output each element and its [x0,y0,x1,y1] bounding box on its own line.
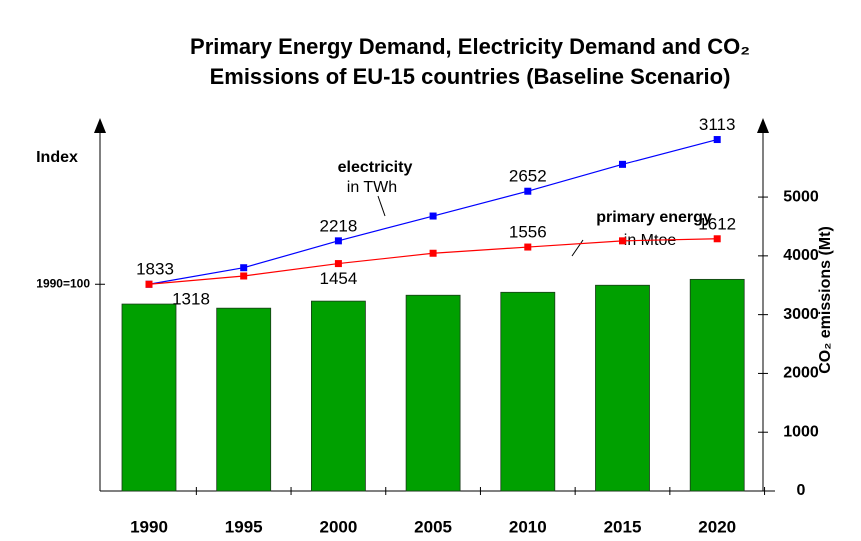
y2-tick-label: 0 [797,482,806,499]
marker [145,280,153,288]
marker [429,212,437,220]
marker [619,237,626,245]
x-tick-label: 2000 [319,517,357,536]
data-label: 2652 [509,167,547,186]
marker [334,260,342,268]
x-tick-label: 2010 [509,517,547,536]
data-label: 1318 [172,290,210,309]
data-label: 1612 [698,214,736,233]
bar [121,303,177,492]
marker [619,160,626,168]
y2-tick-label: 5000 [783,188,819,205]
data-label: 1556 [509,223,547,242]
y2-tick-label: 4000 [783,247,819,264]
bar [595,284,650,492]
data-label: 1833 [136,260,174,279]
annotation: in TWh [347,179,397,196]
x-tick-label: 2020 [698,517,736,536]
y2-axis-label: CO₂ emissions (Mt) [817,226,834,374]
marker [713,136,721,144]
chart-title: Primary Energy Demand, Electricity Deman… [190,34,750,59]
bar [216,307,272,492]
marker [524,187,532,195]
y-axis-label: Index [36,149,78,166]
data-label: 3113 [699,115,736,134]
leader-line [571,239,584,257]
x-tick-label: 2015 [604,517,642,536]
marker [240,264,248,272]
marker [334,237,342,245]
y2-tick-label: 2000 [783,365,819,382]
y2-tick-label: 3000 [783,306,819,323]
bar [500,291,556,492]
annotation: electricity [338,159,413,176]
marker [240,272,248,280]
chart-title: Emissions of EU-15 countries (Baseline S… [210,64,731,89]
axis-arrow [757,118,769,133]
x-tick-label: 2005 [414,517,452,536]
marker [713,235,721,243]
x-tick-label: 1995 [225,517,263,536]
data-label: 1454 [319,269,357,288]
axis-arrow [94,118,106,133]
data-label: 2218 [319,216,357,235]
bar [405,294,461,492]
y2-tick-label: 1000 [783,423,819,440]
bar [689,278,745,492]
bar [310,300,366,492]
marker [429,249,437,257]
y-tick-label: 1990=100 [36,276,90,290]
x-tick-label: 1990 [130,517,168,536]
annotation: primary energy [596,209,712,226]
leader-line [377,195,386,217]
marker [524,243,532,251]
